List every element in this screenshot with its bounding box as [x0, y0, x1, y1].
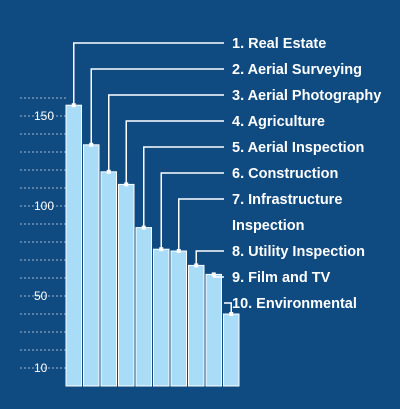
bar — [83, 144, 100, 387]
category-label: 8. Utility Inspection — [232, 244, 365, 260]
bar — [135, 227, 152, 387]
leader-line — [143, 146, 224, 228]
category-label: 2. Aerial Surveying — [232, 62, 362, 78]
category-label: 10. Environmental — [232, 296, 357, 312]
leader-line — [90, 68, 224, 145]
leader-line — [73, 42, 224, 106]
leader-line — [213, 274, 224, 278]
category-label: 1. Real Estate — [232, 36, 326, 52]
bar — [65, 104, 82, 387]
category-label: 4. Agriculture — [232, 114, 325, 130]
category-label: 5. Aerial Inspection — [232, 140, 364, 156]
category-label: Inspection — [232, 218, 305, 234]
y-tick-label: 150 — [34, 109, 54, 123]
leader-line — [125, 120, 224, 185]
leader-line — [195, 250, 224, 266]
y-axis-ticks: 10 50 100 150 — [34, 109, 54, 375]
leader-line — [108, 94, 224, 172]
bar — [170, 250, 187, 387]
y-tick-label: 50 — [34, 289, 48, 303]
category-labels: 1. Real Estate 2. Aerial Surveying 3. Aeri… — [73, 36, 381, 314]
category-label: 9. Film and TV — [232, 270, 331, 286]
bar — [223, 313, 240, 387]
bar — [153, 248, 170, 387]
y-tick-label: 10 — [34, 361, 48, 375]
category-label: 7. Infrastructure — [232, 192, 342, 208]
bar — [188, 264, 205, 387]
y-tick-label: 100 — [34, 199, 54, 213]
bar — [100, 171, 117, 387]
leader-line — [160, 172, 224, 250]
leader-line — [224, 302, 232, 314]
category-label: 6. Construction — [232, 166, 338, 182]
category-label: 3. Aerial Photography — [232, 88, 381, 104]
bars — [65, 103, 240, 387]
bar — [118, 183, 135, 387]
leader-line — [178, 198, 224, 251]
bar — [205, 273, 222, 387]
